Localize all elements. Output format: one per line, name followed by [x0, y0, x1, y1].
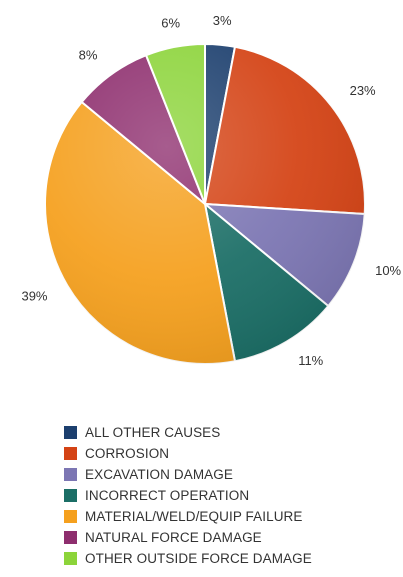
legend-item: EXCAVATION DAMAGE: [64, 464, 312, 485]
legend-swatch: [64, 468, 77, 481]
pie-percent-labels: 3% 23% 10% 11% 39% 8% 6%: [21, 13, 401, 368]
legend-swatch: [64, 510, 77, 523]
legend-label: EXCAVATION DAMAGE: [85, 467, 233, 482]
legend-swatch: [64, 426, 77, 439]
legend-item: INCORRECT OPERATION: [64, 485, 312, 506]
legend-label: ALL OTHER CAUSES: [85, 425, 221, 440]
pie-percent-label-5: 39%: [21, 289, 47, 304]
pie-percent-label-3: 10%: [375, 263, 401, 278]
pie-percent-label-6: 8%: [79, 47, 98, 62]
legend-label: OTHER OUTSIDE FORCE DAMAGE: [85, 551, 312, 566]
legend-swatch: [64, 531, 77, 544]
legend-swatch: [64, 447, 77, 460]
pie-percent-label-2: 23%: [350, 83, 376, 98]
legend-item: MATERIAL/WELD/EQUIP FAILURE: [64, 506, 312, 527]
pie-percent-label-4: 11%: [298, 353, 323, 368]
legend-label: INCORRECT OPERATION: [85, 488, 250, 503]
legend-label: CORROSION: [85, 446, 170, 461]
legend-swatch: [64, 552, 77, 565]
legend-item: CORROSION: [64, 443, 312, 464]
chart-legend: ALL OTHER CAUSES CORROSION EXCAVATION DAMA…: [64, 422, 312, 569]
legend-label: NATURAL FORCE DAMAGE: [85, 530, 262, 545]
legend-item: ALL OTHER CAUSES: [64, 422, 312, 443]
pie-slices: [44, 42, 366, 366]
pie-chart-svg: 3% 23% 10% 11% 39% 8% 6%: [21, 13, 401, 368]
pie-percent-label-7: 6%: [161, 16, 180, 31]
legend-item: OTHER OUTSIDE FORCE DAMAGE: [64, 548, 312, 569]
legend-label: MATERIAL/WELD/EQUIP FAILURE: [85, 509, 303, 524]
legend-item: NATURAL FORCE DAMAGE: [64, 527, 312, 548]
legend-swatch: [64, 489, 77, 502]
pie-percent-label-1: 3%: [213, 13, 232, 28]
pie-chart: 3% 23% 10% 11% 39% 8% 6%: [21, 13, 401, 368]
